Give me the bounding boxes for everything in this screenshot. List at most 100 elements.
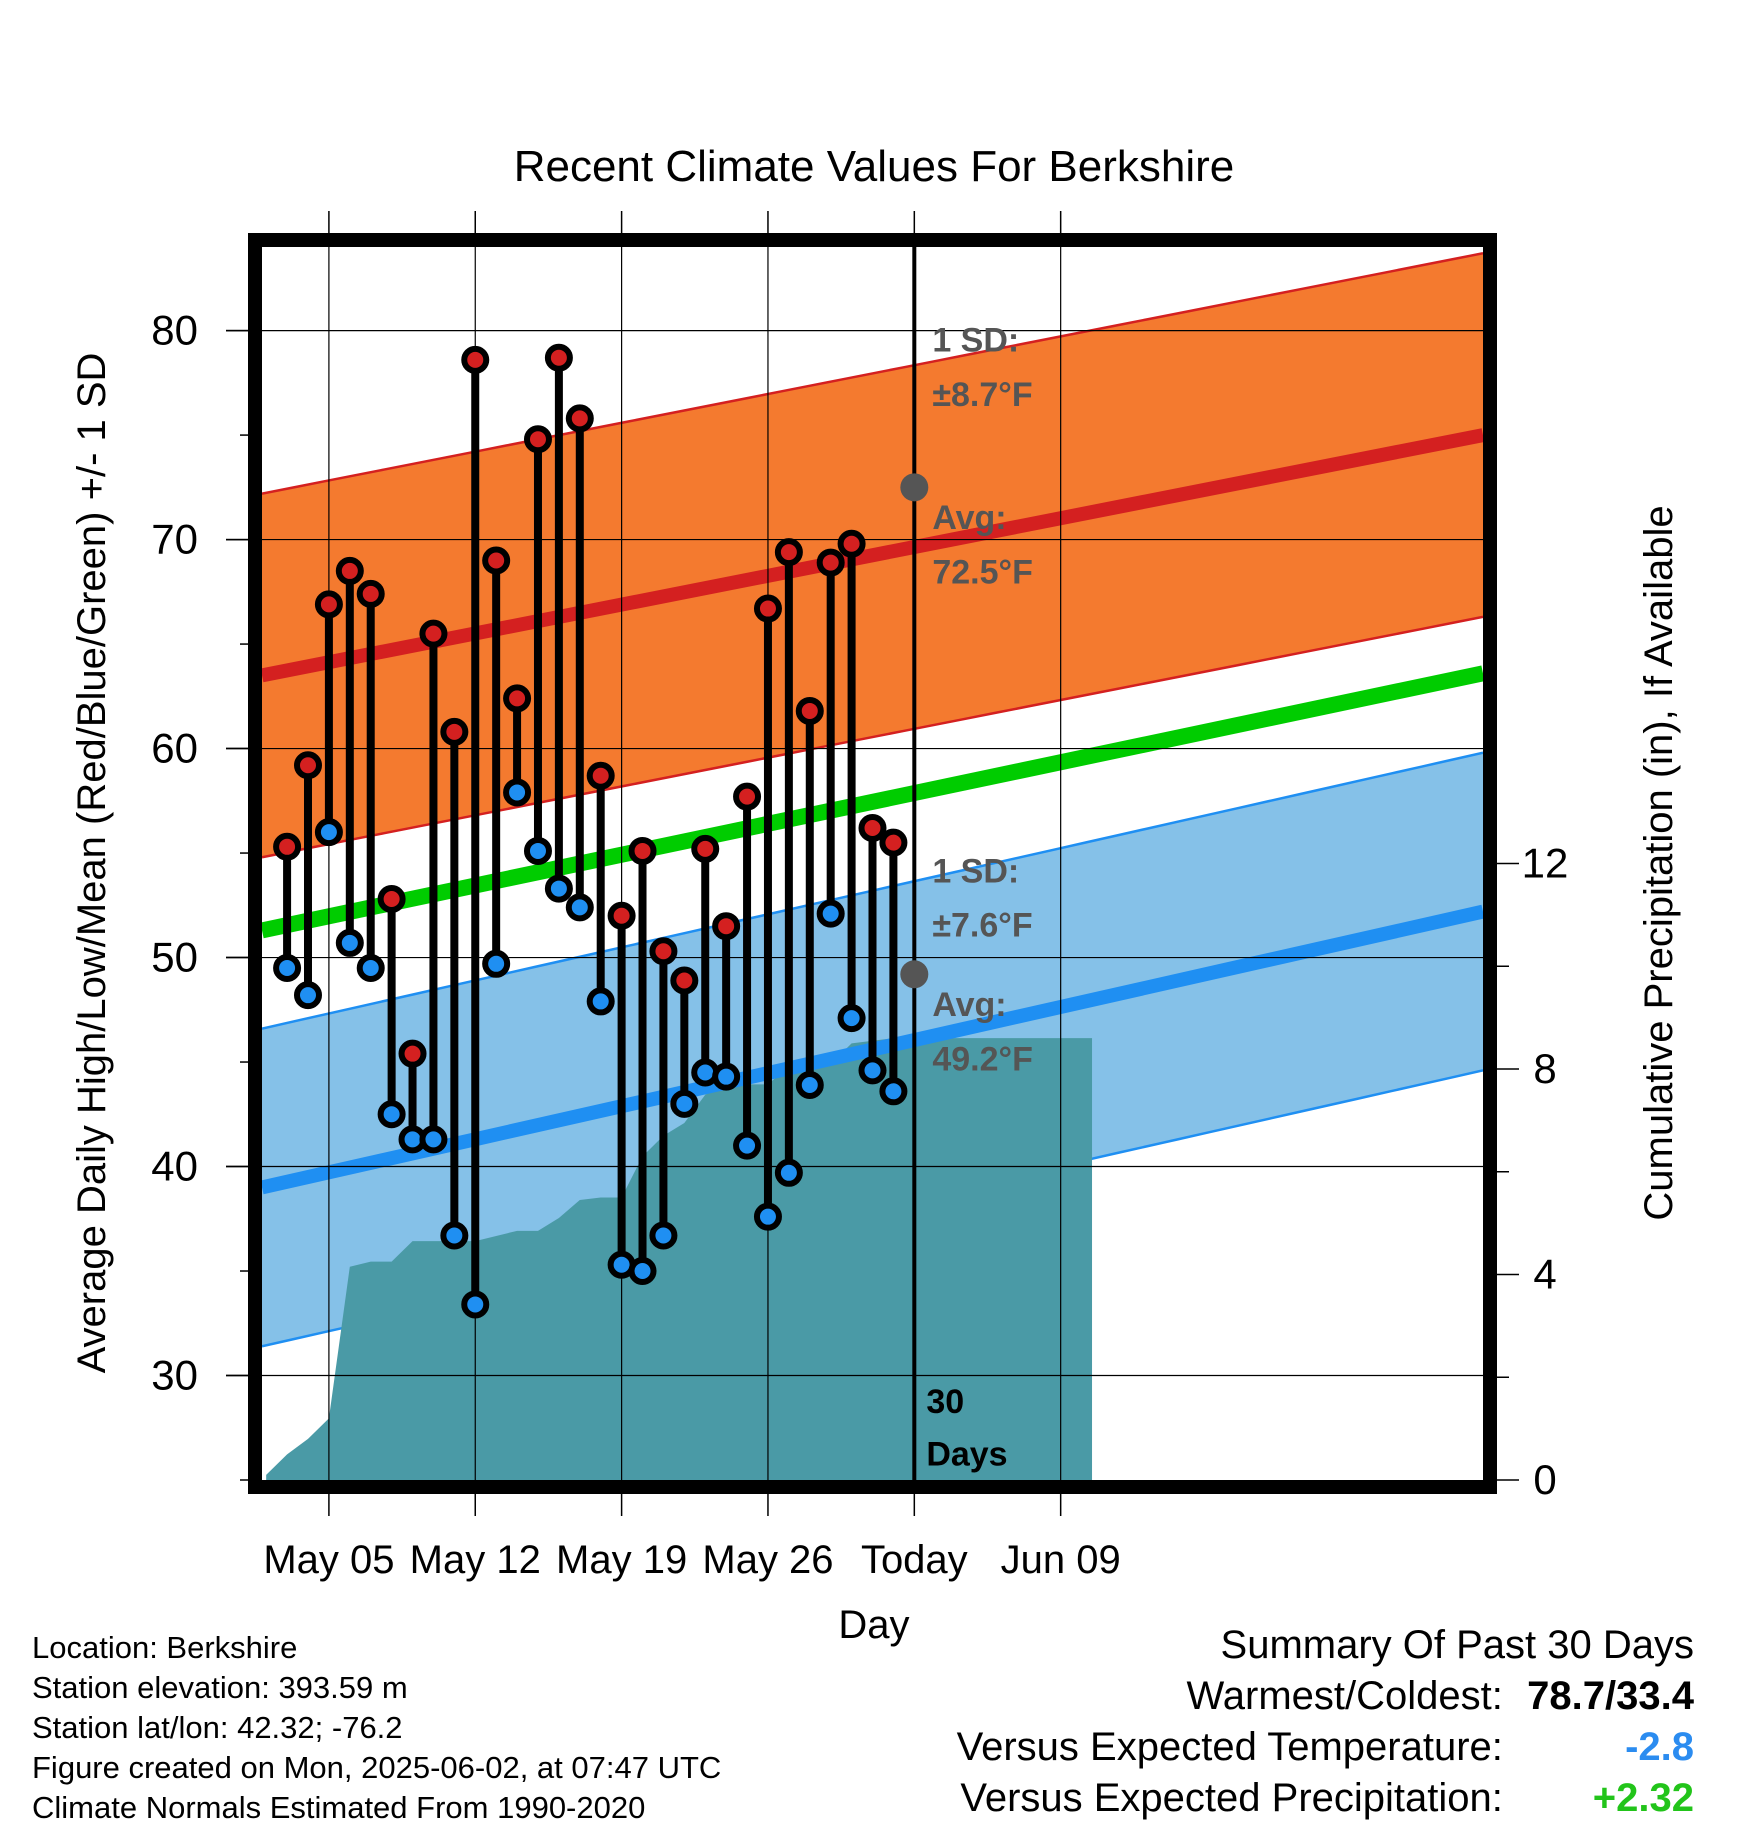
high-point	[795, 696, 824, 725]
high-sd-label: 1 SD:	[932, 321, 1019, 359]
high-point	[607, 901, 636, 930]
low-sd-value: ±7.6°F	[932, 907, 1032, 945]
warmest-value: 78.7/33.4	[1527, 1674, 1694, 1718]
high-point	[565, 404, 594, 433]
x-axis-label: Day	[838, 1603, 909, 1647]
y2-tick-label: 0	[1533, 1456, 1556, 1503]
low-avg-label: Avg:	[932, 986, 1006, 1024]
x-tick-label: May 26	[702, 1538, 833, 1582]
days-count-label: 30	[926, 1383, 964, 1421]
low-point	[419, 1125, 448, 1154]
y-tick-label: 70	[151, 516, 198, 563]
low-point	[858, 1056, 887, 1085]
summary-panel: Summary Of Past 30 Days Warmest/Coldest:…	[957, 1620, 1694, 1824]
days-word-label: Days	[926, 1435, 1007, 1473]
low-point	[649, 1221, 678, 1250]
temp-label: Versus Expected Temperature:	[956, 1725, 1503, 1769]
low-point	[503, 778, 532, 807]
high-sd-lower-edge	[262, 615, 1483, 859]
y-tick-label: 40	[151, 1143, 198, 1190]
y-tick-label: 50	[151, 934, 198, 981]
plot-frame	[248, 233, 1497, 1494]
high-point	[377, 885, 406, 914]
high-point	[753, 594, 782, 623]
high-point	[858, 813, 887, 842]
y-tick-label: 30	[151, 1352, 198, 1399]
summary-temp-row: Versus Expected Temperature: -2.8	[957, 1722, 1694, 1773]
low-point	[733, 1131, 762, 1160]
y-axis-label: Average Daily High/Low/Mean (Red/Blue/Gr…	[70, 353, 114, 1374]
high-point	[649, 937, 678, 966]
plot-inner	[262, 247, 1483, 1480]
low-point	[628, 1257, 657, 1286]
low-point	[293, 981, 322, 1010]
plot-area: 1 SD: ±8.7°F Avg: 72.5°F 1 SD: ±7.6°F Avg: 49.2…	[70, 211, 1681, 1647]
high-point	[482, 546, 511, 575]
high-point	[419, 619, 448, 648]
low-point	[314, 818, 343, 847]
latlon-text: Station lat/lon: 42.32; -76.2	[32, 1710, 403, 1745]
low-point	[377, 1100, 406, 1129]
created-text: Figure created on Mon, 2025-06-02, at 07…	[32, 1750, 722, 1785]
normals-text: Climate Normals Estimated From 1990-2020	[32, 1790, 646, 1825]
low-point	[670, 1089, 699, 1118]
high-point	[879, 828, 908, 857]
high-point	[356, 579, 385, 608]
x-tick-label: Jun 09	[1001, 1538, 1121, 1582]
high-point	[774, 538, 803, 567]
high-point	[670, 966, 699, 995]
chart-title: Recent Climate Values For Berkshire	[514, 142, 1235, 191]
low-point	[273, 953, 302, 982]
high-point	[398, 1039, 427, 1068]
high-point	[691, 834, 720, 863]
high-avg-line	[262, 428, 1483, 683]
precip-label: Versus Expected Precipitation:	[960, 1776, 1503, 1820]
y-tick-label: 60	[151, 725, 198, 772]
high-point	[523, 425, 552, 454]
x-tick-label: May 12	[410, 1538, 541, 1582]
low-point	[837, 1004, 866, 1033]
high-sd-value: ±8.7°F	[932, 376, 1032, 414]
temp-value: -2.8	[1625, 1725, 1694, 1769]
low-point	[586, 987, 615, 1016]
precip-value: +2.32	[1592, 1776, 1694, 1820]
location-text: Location: Berkshire	[32, 1630, 298, 1665]
high-point	[544, 343, 573, 372]
low-point	[712, 1062, 741, 1091]
warmest-label: Warmest/Coldest:	[1186, 1674, 1503, 1718]
low-point	[335, 928, 364, 957]
high-sd-upper-edge	[262, 252, 1483, 495]
high-today-marker	[900, 473, 929, 502]
elevation-text: Station elevation: 393.59 m	[32, 1670, 408, 1705]
y2-axis-label: Cumulative Precipitation (in), If Availa…	[1637, 505, 1681, 1220]
low-today-marker	[900, 960, 929, 989]
x-tick-label: Today	[861, 1538, 968, 1582]
low-point	[482, 949, 511, 978]
summary-warmest-row: Warmest/Coldest: 78.7/33.4	[957, 1671, 1695, 1722]
high-point	[335, 556, 364, 585]
low-point	[440, 1221, 469, 1250]
high-avg-label: Avg:	[932, 499, 1006, 537]
x-tick-label: May 19	[556, 1538, 687, 1582]
station-info: Location: Berkshire Station elevation: 3…	[32, 1628, 721, 1828]
high-point	[273, 832, 302, 861]
high-point	[293, 751, 322, 780]
summary-title: Summary Of Past 30 Days	[1220, 1623, 1694, 1667]
low-point	[795, 1071, 824, 1100]
high-point	[733, 782, 762, 811]
low-point	[753, 1202, 782, 1231]
low-point	[774, 1158, 803, 1187]
y2-tick-label: 12	[1522, 840, 1569, 887]
low-sd-label: 1 SD:	[932, 852, 1019, 890]
low-point	[356, 953, 385, 982]
summary-precip-row: Versus Expected Precipitation: +2.32	[957, 1773, 1694, 1824]
y2-tick-label: 4	[1533, 1251, 1556, 1298]
high-point	[461, 345, 490, 374]
high-point	[816, 548, 845, 577]
high-point	[586, 761, 615, 790]
high-point	[712, 912, 741, 941]
y-tick-label: 80	[151, 307, 198, 354]
low-point	[461, 1290, 490, 1319]
high-point	[837, 529, 866, 558]
